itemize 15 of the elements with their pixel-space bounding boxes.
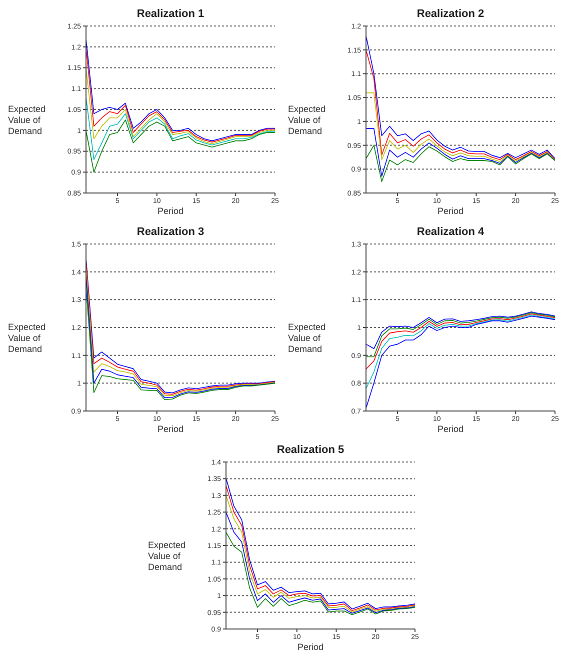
chart-title: Realization 5	[276, 444, 344, 458]
y-axis-title: Expected Value of Demand	[288, 103, 327, 138]
chart-title: Realization 2	[416, 8, 484, 22]
y-axis-title: Expected Value of Demand	[288, 321, 327, 356]
chart-title: Realization 4	[416, 226, 484, 240]
y-axis-title: Expected Value of Demand	[148, 539, 187, 574]
x-axis-title: Period	[437, 206, 464, 216]
y-axis-title: Expected Value of Demand	[8, 103, 47, 138]
x-axis-title: Period	[157, 206, 184, 216]
x-axis-title: Period	[297, 642, 324, 652]
x-axis-title: Period	[437, 424, 464, 434]
chart-title: Realization 1	[136, 8, 204, 22]
y-axis-title: Expected Value of Demand	[8, 321, 47, 356]
chart-title: Realization 3	[136, 226, 204, 240]
x-axis-title: Period	[157, 424, 184, 434]
